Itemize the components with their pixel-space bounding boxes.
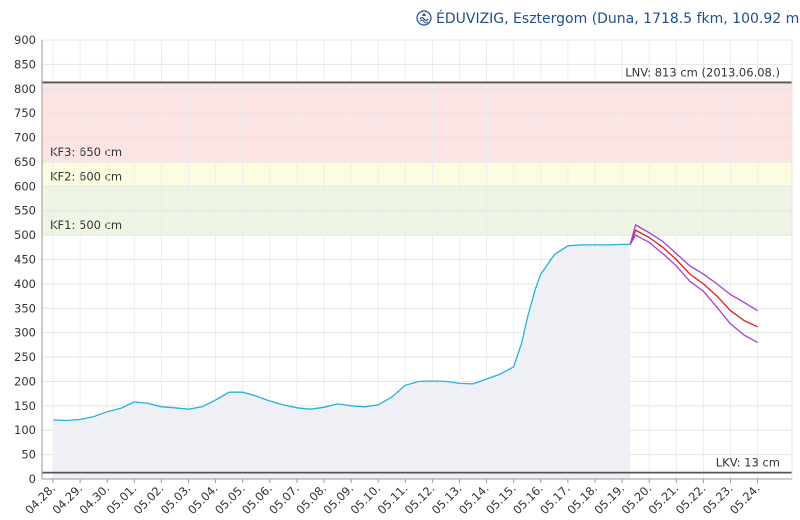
y-tick-label: 900	[14, 33, 36, 47]
eduvizig-logo-icon	[416, 10, 432, 26]
y-tick-label: 450	[14, 253, 36, 267]
y-tick-label: 500	[14, 228, 36, 242]
y-tick-label: 350	[14, 301, 36, 315]
y-tick-label: 250	[14, 350, 36, 364]
y-tick-label: 400	[14, 277, 36, 291]
y-tick-label: 600	[14, 179, 36, 193]
y-tick-label: 0	[29, 472, 36, 486]
series-area-1	[53, 244, 631, 479]
alert-band-2	[42, 161, 792, 187]
y-tick-label: 200	[14, 374, 36, 388]
reference-line-label-1: LNV: 813 cm (2013.06.08.)	[625, 65, 780, 79]
y-tick-label: 300	[14, 326, 36, 340]
alert-band-label-2: KF2: 600 cm	[50, 169, 122, 183]
y-tick-label: 50	[21, 448, 36, 462]
series-line-1	[52, 243, 631, 422]
y-tick-label: 100	[14, 423, 36, 437]
chart-title: ÉDUVIZIG, Esztergom (Duna, 1718.5 fkm, 1…	[436, 10, 800, 27]
y-tick-label: 800	[14, 82, 36, 96]
series-line-2	[629, 229, 758, 328]
y-tick-label: 850	[14, 57, 36, 71]
series-line-4	[629, 234, 758, 343]
y-tick-label: 550	[14, 204, 36, 218]
alert-band-3	[42, 82, 792, 162]
y-tick-label: 750	[14, 106, 36, 120]
y-tick-label: 150	[14, 399, 36, 413]
alert-band-label-1: KF1: 500 cm	[50, 218, 122, 232]
y-tick-label: 650	[14, 155, 36, 169]
alert-band-label-3: KF3: 650 cm	[50, 145, 122, 159]
y-tick-label: 700	[14, 131, 36, 145]
reference-line-label-2: LKV: 13 cm	[716, 456, 780, 470]
series-line-3	[629, 223, 758, 312]
